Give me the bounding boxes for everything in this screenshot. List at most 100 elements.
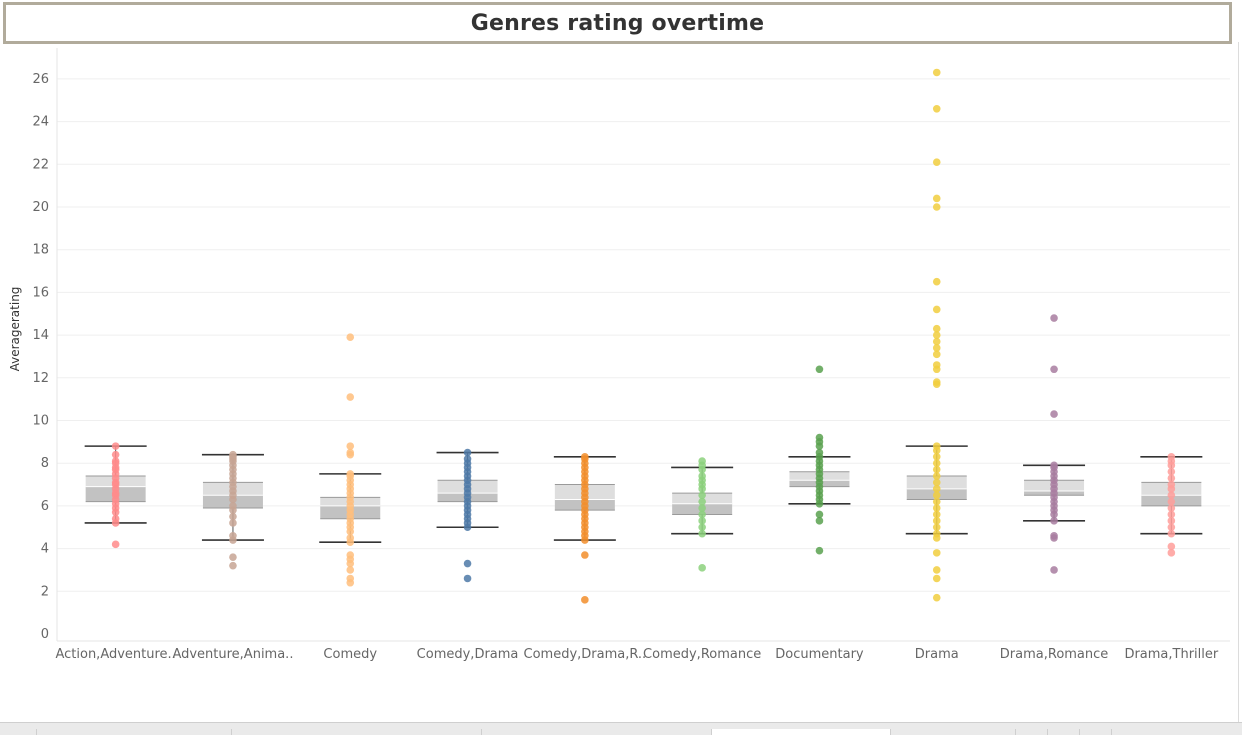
data-point	[1050, 531, 1058, 540]
data-point	[698, 457, 706, 465]
data-point	[111, 514, 120, 523]
x-tick-label: Comedy,Drama,R..	[524, 647, 647, 662]
data-point	[698, 517, 706, 525]
sheet-tab-divider[interactable]	[1079, 729, 1080, 735]
x-tick-label: Comedy	[323, 647, 377, 662]
data-point	[111, 450, 120, 459]
sheet-tab-divider[interactable]	[1047, 729, 1048, 735]
data-point	[932, 203, 941, 211]
data-point	[1167, 510, 1176, 519]
data-point	[111, 457, 120, 465]
data-point	[932, 566, 941, 574]
data-point	[932, 104, 941, 113]
data-point	[1050, 314, 1058, 322]
sheet-tab-divider[interactable]	[1015, 729, 1016, 735]
data-point	[932, 510, 941, 519]
x-tick-label: Adventure,Anima..	[172, 647, 293, 662]
sheet-tab-strip	[0, 722, 1242, 735]
data-point	[229, 502, 237, 510]
data-point	[1050, 566, 1058, 574]
data-point	[581, 551, 589, 559]
x-tick-label: Action,Adventure..	[55, 647, 175, 662]
data-point	[932, 491, 941, 500]
boxplots	[84, 445, 1203, 543]
data-point	[815, 517, 824, 525]
x-tick-label: Comedy,Drama	[417, 647, 519, 662]
data-point	[932, 337, 941, 346]
sheet-tab-divider[interactable]	[481, 729, 482, 735]
y-tick-label: 22	[32, 157, 49, 172]
data-point	[815, 546, 824, 555]
data-point	[932, 158, 941, 166]
sheet-tab-divider[interactable]	[36, 729, 37, 735]
y-tick-label: 20	[32, 200, 49, 215]
data-point	[932, 504, 941, 512]
data-point	[1167, 504, 1176, 512]
data-point	[932, 344, 941, 352]
data-points	[111, 68, 1176, 604]
data-point	[932, 305, 941, 314]
data-point	[1167, 529, 1176, 538]
chart-title: Genres rating overtime	[470, 10, 765, 36]
data-point	[698, 472, 706, 480]
data-point	[463, 455, 472, 463]
data-point	[1167, 549, 1176, 557]
sheet-tab-divider[interactable]	[231, 729, 232, 735]
data-point	[229, 450, 237, 459]
data-point	[932, 452, 941, 461]
y-tick-label: 24	[32, 115, 49, 130]
data-point	[932, 324, 941, 333]
sheet-tab-divider[interactable]	[1111, 729, 1112, 735]
data-point	[463, 448, 472, 457]
data-point	[229, 519, 237, 527]
gridlines	[57, 78, 1230, 592]
y-tick-label: 0	[41, 627, 49, 642]
data-point	[932, 529, 941, 538]
x-tick-label: Documentary	[775, 647, 864, 662]
data-point	[229, 561, 237, 570]
x-tick-label: Comedy,Romance	[643, 647, 761, 662]
data-point	[698, 523, 706, 532]
data-point	[815, 448, 824, 457]
y-tick-label: 8	[41, 456, 49, 471]
data-point	[463, 574, 472, 583]
data-point	[346, 442, 355, 450]
y-axis-label: Averagerating	[8, 287, 22, 372]
sheet-tab-active[interactable]	[711, 729, 891, 735]
data-point	[1167, 480, 1176, 489]
data-point	[1167, 474, 1176, 482]
data-point	[932, 478, 941, 487]
data-point	[932, 459, 941, 468]
data-point	[1167, 523, 1176, 532]
data-point	[346, 566, 355, 574]
data-point	[815, 510, 824, 519]
data-point	[698, 564, 706, 572]
data-point	[932, 549, 941, 557]
data-point	[932, 485, 941, 493]
data-point	[1050, 365, 1058, 374]
data-point	[932, 194, 941, 203]
data-point	[346, 470, 355, 478]
data-point	[1167, 491, 1176, 500]
data-point	[698, 510, 706, 519]
y-tick-label: 14	[32, 328, 49, 343]
data-point	[698, 491, 706, 500]
data-point	[932, 523, 941, 532]
x-tick-label: Drama	[915, 647, 959, 662]
y-tick-label: 4	[41, 542, 49, 557]
data-point	[815, 365, 824, 374]
y-tick-label: 18	[32, 243, 49, 258]
data-point	[932, 593, 941, 602]
data-point	[932, 472, 941, 480]
data-point	[932, 574, 941, 583]
data-point	[111, 540, 120, 549]
y-tick-label: 10	[32, 414, 49, 429]
data-point	[229, 553, 237, 561]
data-point	[229, 512, 237, 521]
data-point	[932, 68, 941, 77]
data-point	[698, 529, 706, 538]
data-point	[346, 551, 355, 559]
data-point	[932, 350, 941, 359]
data-point	[346, 393, 355, 401]
